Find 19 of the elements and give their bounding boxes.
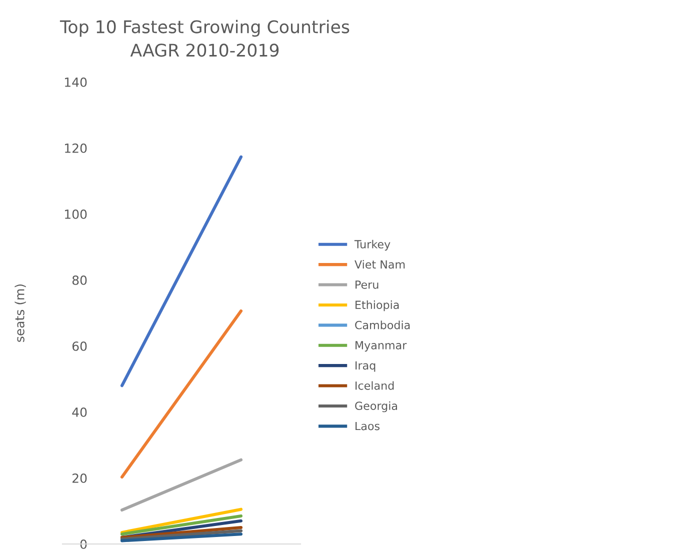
y-tick-label: 80 <box>72 275 87 285</box>
y-axis-title: seats (m) <box>14 284 26 342</box>
legend-label: Iceland <box>356 381 394 390</box>
legend-label: Ethiopia <box>356 300 399 312</box>
y-tick-label: 20 <box>72 473 87 483</box>
y-tick-label: 140 <box>65 77 87 87</box>
y-tick-label: 40 <box>72 407 87 417</box>
legend-label: Iraq <box>356 361 376 372</box>
legend-label: Cambodia <box>355 320 410 330</box>
chart-title: Top 10 Fastest Growing Countries AAGR 2010-2019 <box>60 20 350 57</box>
legend-label: Laos <box>356 422 380 430</box>
legend-label: Turkey <box>354 240 390 251</box>
y-tick-label: 120 <box>65 143 87 153</box>
legend-label: Viet Nam <box>354 260 405 269</box>
legend-label: Peru <box>356 280 378 289</box>
legend-label: Georgia <box>355 401 398 412</box>
y-tick-label: 100 <box>65 209 87 219</box>
y-tick-label: 60 <box>72 341 87 351</box>
legend-label: Myanmar <box>356 341 407 352</box>
